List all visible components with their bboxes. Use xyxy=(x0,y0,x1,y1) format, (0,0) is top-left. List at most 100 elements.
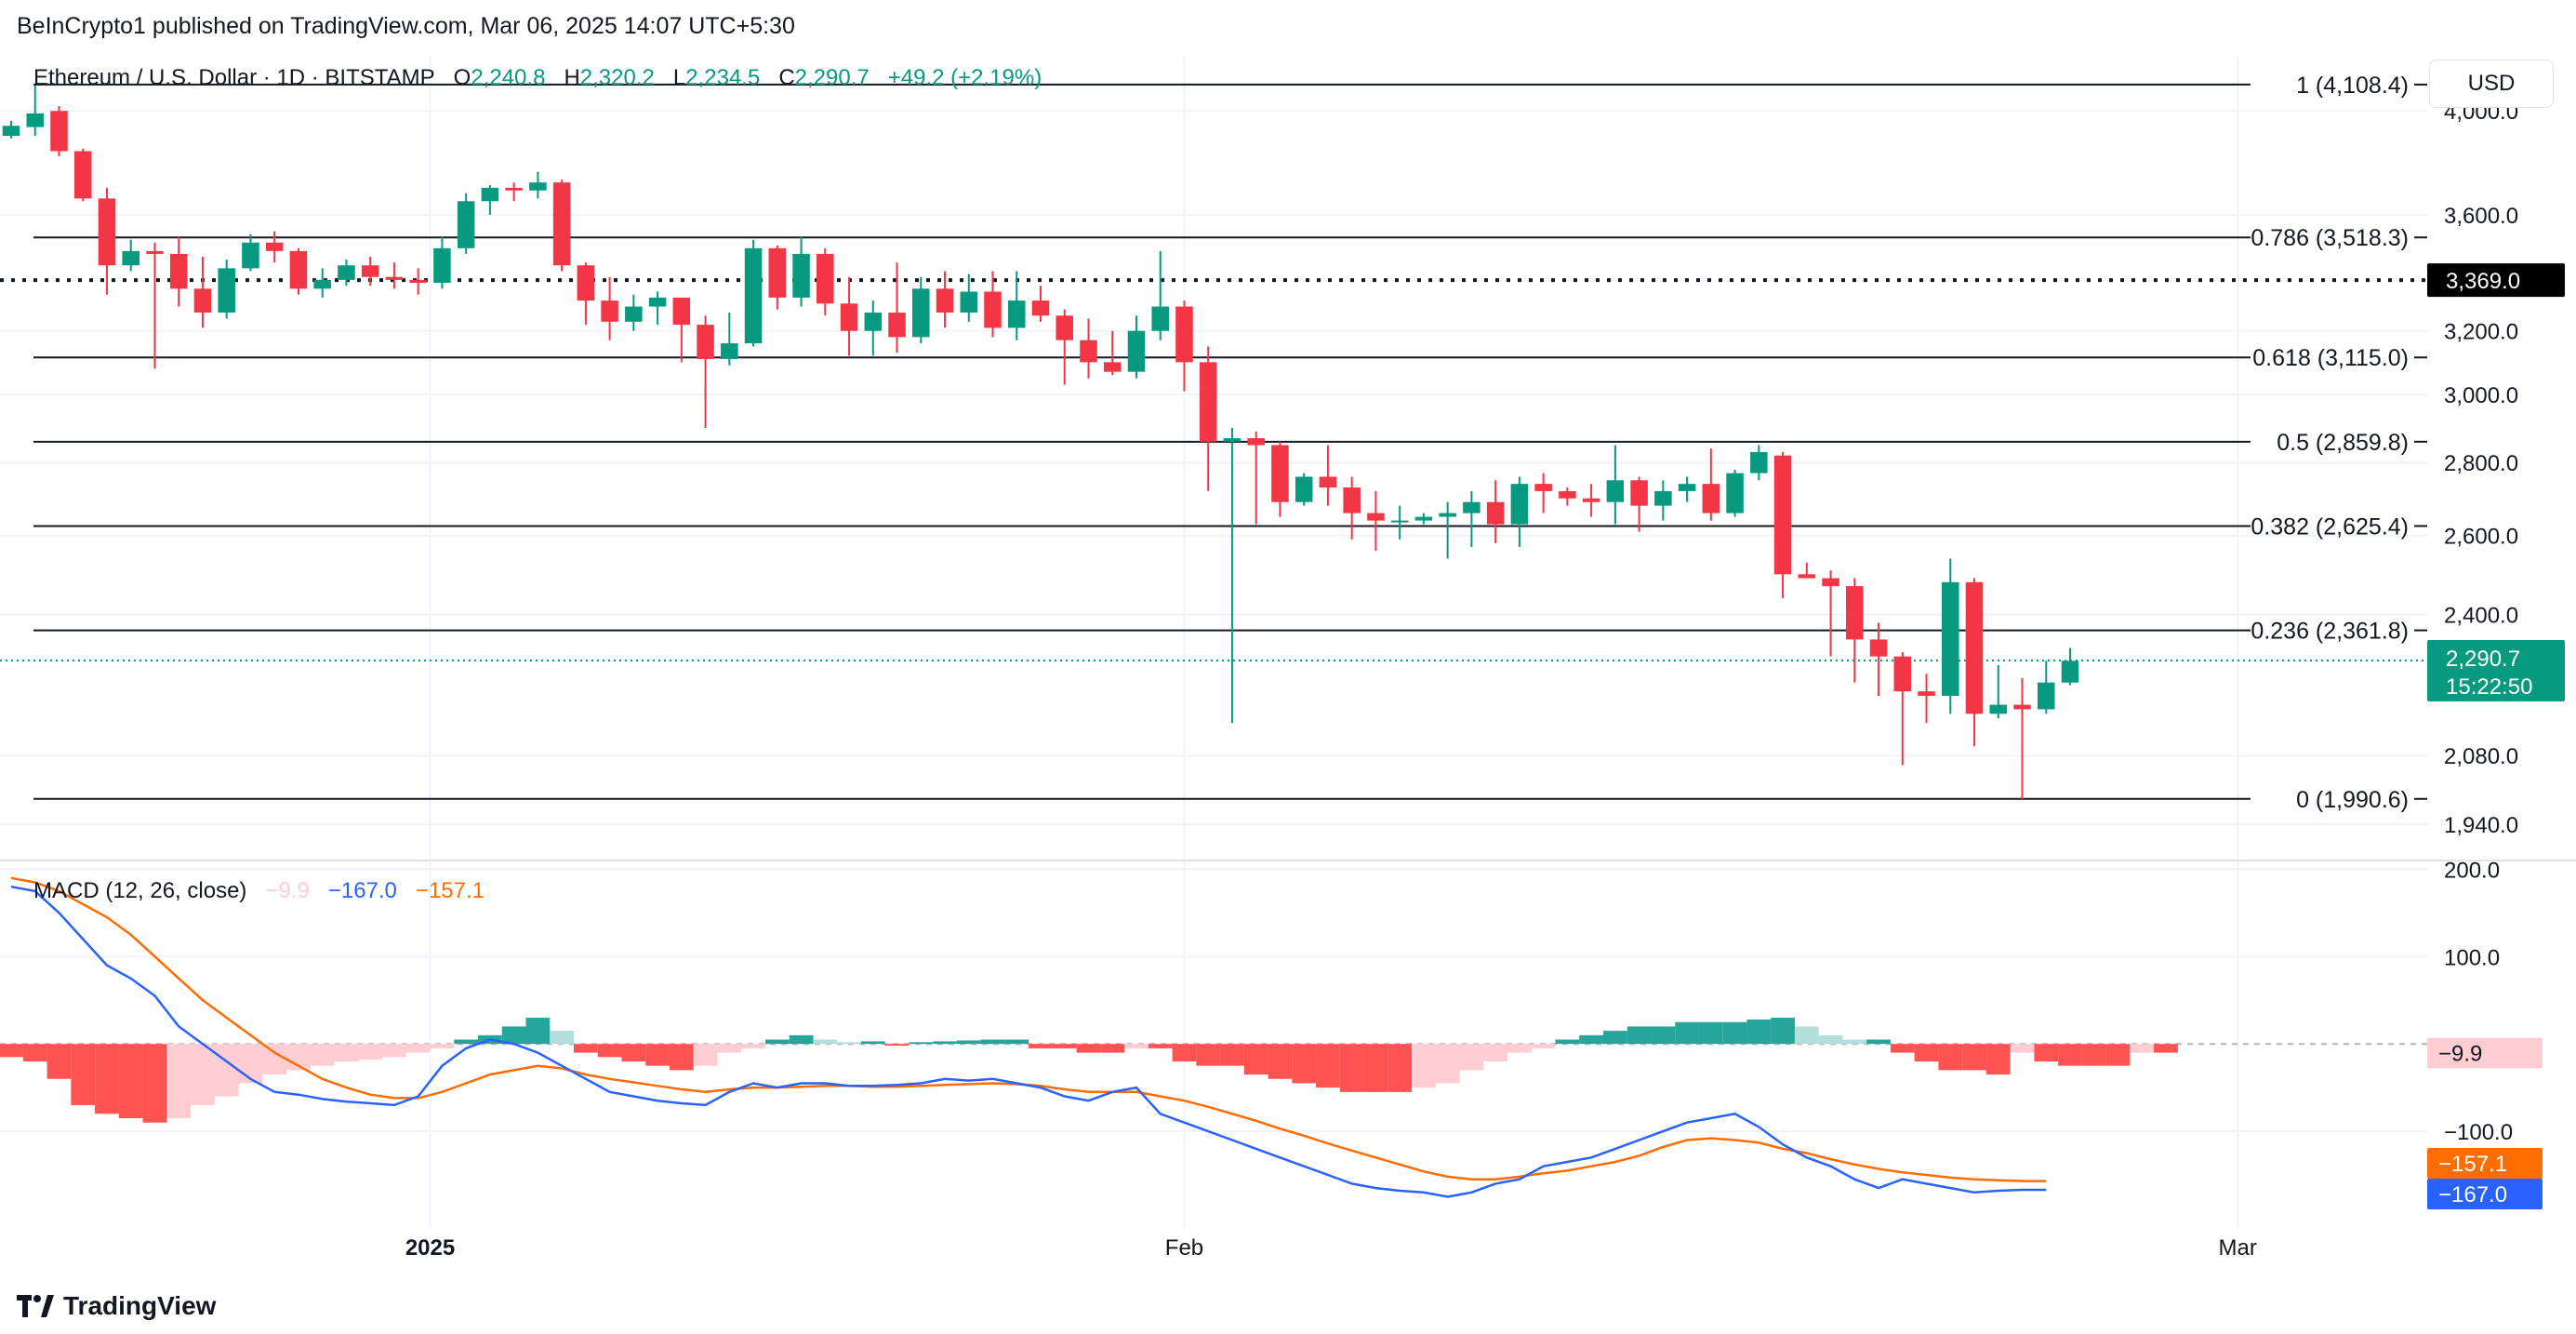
price-tick-label: 2,600.0 xyxy=(2444,525,2518,550)
macd-legend: MACD (12, 26, close) −9.9 −167.0 −157.1 xyxy=(33,878,485,904)
candle-body xyxy=(169,253,188,289)
candle-body xyxy=(26,113,45,127)
fib-label: 0.786 (3,518.3) xyxy=(2251,225,2409,251)
candle-body xyxy=(1271,445,1289,502)
macd-histogram-bar xyxy=(1268,1044,1293,1079)
macd-histogram-bar xyxy=(166,1044,192,1119)
price-axis: 1,940.0 2,080.0 2,400.0 2,600.0 2,800.0 3,000… xyxy=(2427,100,2565,838)
time-axis: 2025 Feb Mar xyxy=(405,1235,2257,1261)
candle-body xyxy=(1007,300,1026,328)
macd-histogram-bar xyxy=(1579,1034,1603,1045)
last-price-value: 2,290.7 xyxy=(2446,647,2520,672)
candle-body xyxy=(1080,340,1097,363)
macd-tick-label: 100.0 xyxy=(2444,945,2500,970)
candle-body xyxy=(505,187,523,191)
fib-label: 0.5 (2,859.8) xyxy=(2277,430,2409,456)
candle-body xyxy=(1463,501,1481,514)
candle-body xyxy=(1630,480,1648,506)
macd-tick-label: −100.0 xyxy=(2444,1120,2513,1145)
macd-histogram-bar xyxy=(1339,1044,1364,1092)
candle-body xyxy=(888,313,906,338)
candle-body xyxy=(1678,484,1696,491)
macd-histogram-bar xyxy=(1794,1026,1819,1045)
candle-body xyxy=(625,306,643,322)
candle-body xyxy=(768,247,787,298)
macd-histogram-bar xyxy=(1052,1044,1077,1048)
candle-body xyxy=(122,250,139,266)
candle-body xyxy=(1319,476,1337,488)
candle-body xyxy=(1295,476,1313,502)
macd-histogram-bar xyxy=(1771,1018,1795,1045)
macd-histogram-bar xyxy=(621,1044,646,1061)
candle-body xyxy=(840,303,858,331)
price-tick-label: 3,600.0 xyxy=(2444,204,2518,229)
change-value: +49.2 (+2.19%) xyxy=(887,65,1042,90)
macd-title: MACD (12, 26, close) xyxy=(33,878,247,903)
candle-body xyxy=(433,247,451,284)
macd-histogram-bar xyxy=(693,1044,718,1066)
macd-histogram-bar xyxy=(813,1039,838,1045)
macd-histogram-bar xyxy=(1459,1044,1484,1071)
horizontal-level-value: 3,369.0 xyxy=(2446,269,2520,294)
candle-body xyxy=(1726,473,1744,514)
macd-histogram-bar xyxy=(956,1040,981,1045)
macd-histogram-bar xyxy=(1746,1019,1772,1045)
macd-last-value: −9.9 xyxy=(2438,1041,2482,1066)
macd-histogram-bar xyxy=(789,1034,814,1045)
macd-histogram-bar xyxy=(2081,1044,2106,1066)
macd-last-badge xyxy=(2427,1179,2543,1209)
candle-body xyxy=(2037,682,2055,710)
candle-body xyxy=(50,111,68,152)
macd-histogram-bar xyxy=(118,1044,143,1119)
macd-histogram-bar xyxy=(573,1044,598,1053)
macd-histogram-bar xyxy=(238,1044,263,1084)
low-label: L xyxy=(672,65,686,90)
macd-histogram-bar xyxy=(1076,1044,1101,1053)
price-tick-label: 2,800.0 xyxy=(2444,451,2518,476)
candle-body xyxy=(1223,438,1242,442)
macd-histogram-bar xyxy=(1555,1039,1580,1045)
candle-body xyxy=(1918,691,1935,696)
macd-histogram-bar xyxy=(1818,1034,1843,1045)
macd-histogram-bar xyxy=(1914,1044,1939,1061)
candle-body xyxy=(984,291,1002,328)
macd-histogram-bar xyxy=(1124,1044,1149,1048)
macd-histogram-bar xyxy=(1507,1044,1532,1053)
macd-histogram-bar xyxy=(142,1044,167,1123)
macd-histogram-bar xyxy=(1412,1044,1436,1088)
candle-body xyxy=(218,268,235,313)
candle-body xyxy=(1773,455,1792,575)
macd-histogram-bar xyxy=(909,1042,934,1045)
open-value: 2,240.8 xyxy=(471,65,546,90)
candle-body xyxy=(481,187,499,202)
macd-histogram-bar xyxy=(71,1044,96,1105)
candle-body xyxy=(721,343,738,359)
last-price-badge xyxy=(2427,639,2565,701)
brand-name: TradingView xyxy=(63,1291,217,1320)
macd-histogram-bar xyxy=(95,1044,119,1114)
candle-body xyxy=(1486,501,1505,525)
candle-body xyxy=(648,297,667,307)
macd-histogram-bar xyxy=(1890,1044,1915,1053)
candle-body xyxy=(1127,330,1146,372)
low-value: 2,234.5 xyxy=(685,65,761,90)
grid-lines xyxy=(0,56,2576,1228)
macd-histogram-bar xyxy=(860,1041,885,1045)
fibonacci-levels: 1 (4,108.4) 0.786 (3,518.3) 0.618 (3,115.0… xyxy=(0,73,2427,813)
macd-histogram-bar xyxy=(837,1042,861,1045)
tradingview-logo[interactable]: TradingView xyxy=(17,1291,216,1321)
macd-histogram-bar xyxy=(717,1044,742,1053)
fib-label: 0 (1,990.6) xyxy=(2296,787,2409,813)
candle-body xyxy=(1702,484,1720,514)
macd-histogram-bar xyxy=(669,1044,694,1071)
candle-body xyxy=(385,276,404,280)
macd-histogram-bar xyxy=(1148,1044,1173,1048)
horizontal-level-badge xyxy=(2427,263,2565,298)
currency-button[interactable]: USD xyxy=(2429,60,2554,108)
candle-body xyxy=(73,151,92,199)
tradingview-icon xyxy=(17,1295,54,1317)
candle-body xyxy=(697,325,714,359)
candle-body xyxy=(338,265,355,280)
close-label: C xyxy=(778,65,795,90)
